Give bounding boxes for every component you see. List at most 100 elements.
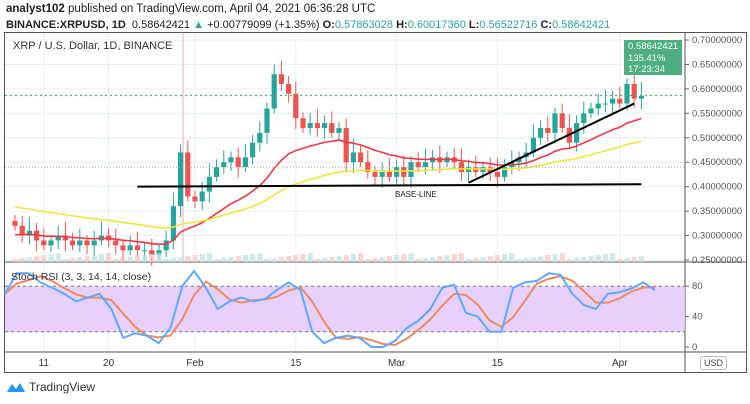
candle-body [62, 235, 68, 241]
volume-bar [401, 254, 407, 262]
volume-bar [19, 258, 25, 262]
candle-body [574, 123, 580, 143]
author: analyst102 [6, 3, 65, 15]
volume-bar [185, 256, 191, 262]
y-tick-label: 0.25000000 [692, 255, 742, 266]
candle-body [242, 157, 248, 168]
candle-body [271, 74, 277, 109]
candle-body [221, 162, 227, 168]
volume-bar [235, 256, 241, 262]
candle-body [55, 235, 61, 241]
candle-body [264, 108, 270, 133]
volume-bar [307, 253, 313, 262]
volume-bar [156, 253, 162, 262]
candle-body [595, 103, 601, 109]
volume-bar [178, 257, 184, 262]
candle-body [343, 128, 349, 163]
candle-body [293, 93, 299, 119]
candle-body [386, 172, 392, 177]
candle-body [77, 240, 83, 246]
volume-bar [70, 258, 76, 262]
candle-body [358, 152, 364, 163]
volume-bar [610, 253, 616, 262]
x-tick-label: 20 [103, 358, 115, 369]
candle-body [206, 176, 212, 192]
volume-bar [386, 256, 392, 262]
candle-body [134, 245, 140, 251]
volume-bar [12, 259, 18, 262]
volume-bar [588, 256, 594, 262]
currency-badge[interactable]: USD [700, 356, 728, 370]
candle-body [559, 113, 565, 129]
candle-body [91, 240, 97, 246]
stoch-k-line [4, 269, 656, 348]
candle-body [120, 245, 126, 251]
base-line-label: BASE-LINE [395, 190, 437, 199]
volume-bar [617, 259, 623, 262]
candle-body [394, 167, 400, 177]
volume-bar [581, 257, 587, 262]
candle-body [163, 240, 169, 251]
candle-body [365, 162, 371, 173]
candle-body [26, 230, 32, 236]
candle-body [415, 162, 421, 168]
candle-body [185, 152, 191, 197]
volume-bar [206, 253, 212, 262]
volume-bar [34, 256, 40, 262]
candle-body [314, 123, 320, 129]
candle-body [502, 167, 508, 177]
candle-body [228, 157, 234, 163]
volume-bar [574, 258, 580, 262]
volume-bar [350, 254, 356, 262]
volume-bar [314, 259, 320, 262]
volume-bar [242, 255, 248, 262]
volume-bar [516, 259, 522, 262]
volume-bar [286, 256, 292, 262]
publish-info: analyst102 published on TradingView.com,… [6, 3, 376, 15]
tradingview-logo[interactable]: TradingView [6, 380, 95, 394]
ema-fast-line [14, 117, 642, 246]
candle-body [588, 108, 594, 114]
candle-body [617, 98, 623, 104]
candle-body [235, 157, 241, 168]
candle-body [41, 240, 47, 246]
volume-bar [494, 255, 500, 262]
volume-bar [84, 256, 90, 262]
rsi-band [5, 286, 685, 332]
volume-bar [444, 255, 450, 262]
y-tick-label: 0.60000000 [692, 84, 742, 95]
volume-bar [199, 254, 205, 262]
chart-frame[interactable] [4, 32, 747, 373]
candle-body [70, 240, 76, 246]
volume-bar [379, 257, 385, 262]
volume-bar [278, 257, 284, 262]
volume-bar [228, 257, 234, 262]
volume-bar [163, 259, 169, 262]
x-tick-label: Apr [612, 358, 628, 369]
candle-body [170, 206, 176, 241]
volume-bar [595, 255, 601, 262]
volume-bar [214, 259, 220, 262]
candle-body [538, 128, 544, 138]
x-tick-label: 11 [39, 358, 50, 369]
candle-body [156, 250, 162, 256]
x-tick-label: Feb [186, 358, 204, 369]
candle-body [300, 118, 306, 129]
x-tick-label: 15 [492, 358, 504, 369]
ohlc-bar: BINANCE:XRPUSD, 1D 0.58642421 ▲ +0.00779… [6, 19, 611, 31]
y-tick-label: 0.50000000 [692, 133, 742, 144]
y-tick-label: 0.70000000 [692, 35, 742, 46]
candle-body [602, 103, 608, 105]
chart-title: XRP / U.S. Dollar, 1D, BINANCE [13, 40, 173, 52]
y-tick-label: 0.45000000 [692, 157, 742, 168]
y-tick-label: 0.35000000 [692, 206, 742, 217]
volume-bar [250, 254, 256, 262]
volume-bar [372, 258, 378, 262]
volume-bar [62, 259, 68, 262]
volume-bar [221, 258, 227, 262]
volume-bar [142, 255, 148, 262]
trendline-rising-support [468, 102, 635, 184]
x-tick-label: Mar [388, 358, 406, 369]
candle-body [48, 240, 54, 246]
